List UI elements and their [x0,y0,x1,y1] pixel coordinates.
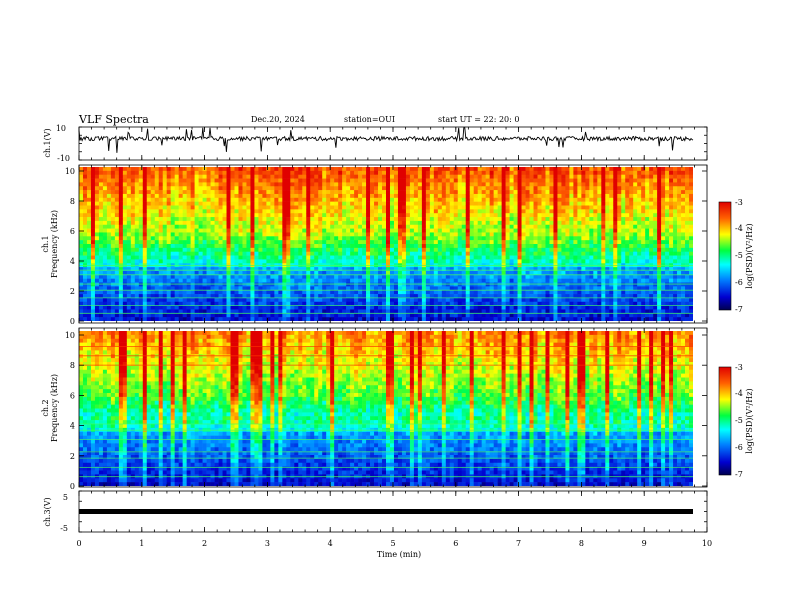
ch2-colorbar-gradient [718,366,732,476]
ch1-colorbar-gradient [718,201,732,311]
start-time-label: start UT = 22: 20: 0 [438,115,519,124]
freq-tick-label: 8 [70,197,75,206]
ch1-voltage-trace [78,127,694,153]
ch2-spec-ylabel-frequency: Frequency (kHz) [50,374,59,442]
x-tick-label: 6 [453,539,458,548]
freq-tick-label: 4 [70,257,75,266]
ch3-voltage-trace [79,509,693,514]
ch2-cb-tick-m6: -6 [735,443,743,452]
ch1-voltage-panel: 10 -10 ch.1(V) [43,124,708,163]
freq-tick-label: 6 [70,227,75,236]
ch1-spectrogram-image [79,167,693,321]
x-tick-label: 4 [328,539,333,548]
ch2-spectrogram-image [79,331,693,486]
x-tick-label: 10 [702,539,712,548]
ch2-colorbar-label: log(PSD)(V²/Hz) [745,388,754,453]
ch2-spec-ylabel-channel: ch.2 [41,399,50,416]
x-tick-label: 3 [265,539,270,548]
ch3-voltage-panel: 5 -5 ch.3(V) [43,490,708,533]
freq-tick-label: 2 [70,287,75,296]
x-axis-label: Time (min) [377,550,421,559]
ch1-spectrogram-panel: 0 2 4 6 8 10 ch.1 Frequency (kHz) [41,164,708,326]
ch1v-ytick-bottom: -10 [57,154,70,163]
x-tick-label: 7 [516,539,521,548]
ch2-cb-tick-m3: -3 [735,363,743,372]
ch1-spec-ylabel-frequency: Frequency (kHz) [50,210,59,278]
ch1-cb-tick-m3: -3 [735,198,743,207]
x-tick-label: 2 [202,539,207,548]
date-label: Dec.20, 2024 [251,115,305,124]
ch1v-ytick-top: 10 [56,124,66,133]
ch1-cb-tick-m6: -6 [735,278,743,287]
freq-tick-label: 10 [65,167,75,176]
x-tick-label: 8 [579,539,584,548]
ch2-cb-tick-m4: -4 [735,389,743,398]
figure-title: VLF Spectra [78,113,149,126]
time-axis: 0 1 2 3 4 5 6 7 8 9 10 [76,126,712,548]
freq-tick-label: 6 [70,391,75,400]
ch1v-ylabel: ch.1(V) [43,128,52,157]
ch1-colorbar-label: log(PSD)(V²/Hz) [745,223,754,288]
ch2-spectrogram-panel: 0 2 4 6 8 10 ch.2 Frequency (kHz) [41,327,708,491]
x-tick-label: 9 [642,539,647,548]
ch3v-ytick-bottom: -5 [60,524,68,533]
ch3v-ylabel: ch.3(V) [43,497,52,526]
freq-tick-label: 8 [70,361,75,370]
freq-tick-label: 2 [70,452,75,461]
freq-tick-label: 4 [70,422,75,431]
freq-tick-label: 10 [65,331,75,340]
ch3v-ytick-top: 5 [63,493,68,502]
ch2-cb-tick-m5: -5 [735,416,743,425]
station-label: station=OUI [344,115,395,124]
x-tick-label: 0 [76,539,81,548]
ch1-colorbar: -3 -4 -5 -6 -7 log(PSD)(V²/Hz) [718,198,754,314]
ch1-cb-tick-m5: -5 [735,251,743,260]
ch2-colorbar: -3 -4 -5 -6 -7 log(PSD)(V²/Hz) [718,363,754,479]
ch1-spec-ylabel-channel: ch.1 [41,235,50,252]
x-tick-label: 5 [390,539,395,548]
freq-tick-label: 0 [70,482,75,491]
ch1-cb-tick-m7: -7 [735,305,743,314]
freq-tick-label: 0 [70,317,75,326]
ch1-cb-tick-m4: -4 [735,224,743,233]
ch2-cb-tick-m7: -7 [735,470,743,479]
x-tick-label: 1 [139,539,144,548]
